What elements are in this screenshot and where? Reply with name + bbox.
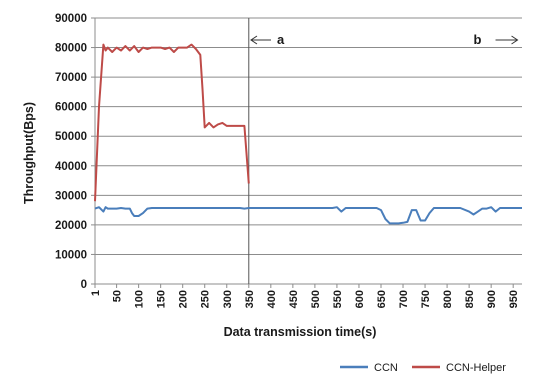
y-tick-label: 10000 <box>55 249 87 261</box>
y-tick-label: 60000 <box>55 102 87 114</box>
x-tick-label: 850 <box>464 290 476 308</box>
annotation-label-a: a <box>277 32 285 47</box>
y-tick-label: 80000 <box>55 43 87 55</box>
x-tick-label: 300 <box>222 290 234 308</box>
annotation-a: a <box>250 32 285 47</box>
x-tick-label: 550 <box>332 290 344 308</box>
x-tick-label: 600 <box>354 290 366 308</box>
x-tick-label: 500 <box>310 290 322 308</box>
y-axis-ticks: 0 10000 20000 30000 40000 50000 60000 70000 8000… <box>55 13 95 291</box>
legend: CCN CCN-Helper <box>340 362 506 374</box>
right-arrow-head-icon <box>511 35 519 45</box>
y-tick-label: 90000 <box>55 13 87 25</box>
x-tick-label: 1 <box>90 290 102 296</box>
plot-area <box>94 18 522 285</box>
legend-label-ccn: CCN <box>374 362 398 374</box>
gridlines <box>95 17 522 285</box>
x-tick-label: 200 <box>178 290 190 308</box>
x-tick-label: 950 <box>508 290 520 308</box>
x-tick-label: 350 <box>244 290 256 308</box>
annotation-b: b <box>474 32 519 47</box>
x-tick-label: 450 <box>288 290 300 308</box>
series-lines <box>94 43 522 225</box>
x-tick-label: 750 <box>420 290 432 308</box>
x-tick-label: 250 <box>200 290 212 308</box>
y-tick-label: 0 <box>81 279 87 291</box>
x-tick-label: 700 <box>398 290 410 308</box>
x-tick-label: 150 <box>156 290 168 308</box>
x-tick-label: 100 <box>134 290 146 308</box>
x-tick-label: 900 <box>486 290 498 308</box>
annotation-label-b: b <box>474 32 482 47</box>
left-arrow-head-icon <box>250 35 258 45</box>
y-tick-label: 50000 <box>55 131 87 143</box>
y-tick-label: 30000 <box>55 190 87 202</box>
legend-label-ccn-helper: CCN-Helper <box>446 362 506 374</box>
y-tick-label: 70000 <box>55 72 87 84</box>
x-axis-label: Data transmission time(s) <box>224 325 377 339</box>
x-tick-label: 650 <box>376 290 388 308</box>
x-tick-label: 800 <box>442 290 454 308</box>
x-axis-ticks: 1 50 100 150 200 250 300 350 400 450 500 550 600 650 7… <box>90 284 520 308</box>
y-tick-label: 40000 <box>55 161 87 173</box>
x-tick-label: 50 <box>112 290 124 302</box>
series-line-ccn <box>94 206 522 225</box>
y-tick-label: 20000 <box>55 220 87 232</box>
x-tick-label: 400 <box>266 290 278 308</box>
y-axis-label: Throughput(Bps) <box>22 102 36 204</box>
series-line-ccn-helper <box>94 43 250 202</box>
